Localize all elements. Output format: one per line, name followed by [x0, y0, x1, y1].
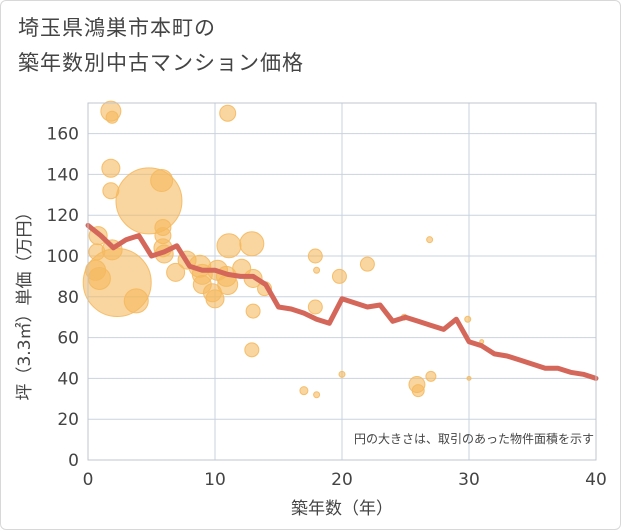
- x-tick-label: 30: [458, 470, 480, 490]
- bubble-point: [205, 289, 225, 309]
- bubble-point: [338, 370, 346, 378]
- x-tick-label: 0: [83, 470, 94, 490]
- bubble-point: [299, 386, 309, 396]
- bubble-point: [123, 288, 149, 314]
- y-tick-label: 100: [47, 247, 79, 267]
- y-tick-label: 20: [57, 410, 79, 430]
- x-tick-label: 20: [331, 470, 353, 490]
- bubble-point: [411, 384, 425, 398]
- bubble-point: [359, 256, 375, 272]
- bubble-point: [313, 391, 321, 399]
- y-tick-label: 60: [57, 329, 79, 349]
- chart-title-line-1: 埼玉県鴻巣市本町の: [18, 16, 216, 40]
- bubble-point: [331, 268, 347, 284]
- bubble-point: [307, 299, 323, 315]
- y-tick-label: 140: [47, 165, 79, 185]
- bubble-point: [105, 110, 119, 124]
- trend-line: [85, 222, 599, 381]
- bubble-point: [466, 375, 472, 381]
- bubble-point: [150, 169, 174, 193]
- x-axis-ticks: 0 10 20 30 40: [83, 470, 607, 490]
- bubble-point: [166, 262, 186, 282]
- plot-area-border: [87, 102, 597, 461]
- x-tick-label: 10: [204, 470, 226, 490]
- y-axis-ticks: 0 20 40 60 80 100 120 140 160: [47, 125, 79, 471]
- y-axis-label: 坪（3.3㎡）単価（万円）: [15, 203, 35, 400]
- bubble-point: [307, 248, 323, 264]
- y-tick-label: 120: [47, 206, 79, 226]
- bubble-point: [244, 342, 260, 358]
- bubble-point: [464, 315, 472, 323]
- chart-title-line-2: 築年数別中古マンション価格: [18, 51, 304, 75]
- y-tick-label: 160: [47, 125, 79, 145]
- x-tick-label: 40: [585, 470, 607, 490]
- y-tick-label: 40: [57, 369, 79, 389]
- bubble-point: [216, 233, 242, 259]
- bubble-point: [426, 236, 434, 244]
- y-tick-label: 0: [68, 451, 79, 471]
- size-legend-note: 円の大きさは、取引のあった物件面積を示す: [354, 431, 594, 446]
- bubble-point: [425, 370, 437, 382]
- bubble-point: [239, 231, 265, 257]
- y-tick-label: 80: [57, 288, 79, 308]
- bubble-point: [313, 266, 321, 274]
- bubble-series: [82, 100, 485, 399]
- bubble-point: [245, 303, 261, 319]
- x-axis-label: 築年数（年）: [291, 499, 393, 519]
- bubble-point: [101, 158, 121, 178]
- bubble-point: [219, 104, 237, 122]
